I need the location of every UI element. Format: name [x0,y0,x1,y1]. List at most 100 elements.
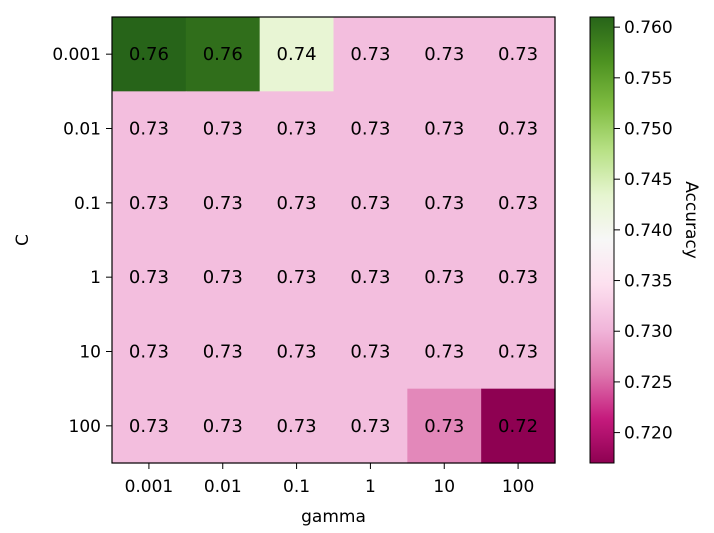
colorbar-title: Accuracy [681,181,701,259]
heatmap-cell [112,240,187,315]
heatmap-cell-label: 0.73 [129,119,169,140]
heatmap-cell-label: 0.73 [350,267,390,288]
colorbar-tick-label: 0.735 [624,272,673,292]
heatmap-cell-label: 0.73 [350,119,390,140]
heatmap-cell-label: 0.73 [203,267,243,288]
heatmap-cell-label: 0.73 [277,342,317,363]
x-tick-label: 0.1 [283,477,310,497]
heatmap-cell-label: 0.73 [129,193,169,214]
heatmap-cell-label: 0.73 [498,267,538,288]
heatmap-cell [481,240,556,315]
heatmap-cell-label: 0.72 [498,416,538,437]
heatmap-cell-label: 0.73 [277,119,317,140]
heatmap-cell-label: 0.73 [203,119,243,140]
heatmap-cell [259,91,335,167]
y-tick-label: 0.001 [52,45,101,65]
heatmap-cell [185,314,261,390]
heatmap-cell [259,388,335,464]
x-axis: 0.001 0.01 0.1 1 10 100 [125,463,534,497]
x-tick-label: 0.01 [204,477,242,497]
heatmap-cell [185,388,261,464]
colorbar-tick-label: 0.720 [624,424,673,444]
y-tick-label: 10 [79,343,101,363]
heatmap-cell [259,314,335,390]
heatmap-cell-label: 0.73 [129,342,169,363]
heatmap-cell [333,240,408,315]
heatmap-cell [481,91,556,167]
heatmap-cell [112,388,187,464]
heatmap-cell-label: 0.73 [129,416,169,437]
heatmap-cell-label: 0.73 [350,342,390,363]
heatmap-cell [481,388,556,464]
x-tick-label: 10 [433,477,455,497]
heatmap-cell-label: 0.73 [498,44,538,65]
heatmap-cell-label: 0.73 [424,267,464,288]
heatmap-cell [333,17,408,92]
heatmap-cell-label: 0.73 [498,342,538,363]
heatmap-cell [333,91,408,167]
y-tick-label: 1 [90,268,101,288]
colorbar-tick-label: 0.730 [624,322,673,342]
heatmap-cell-label: 0.73 [424,342,464,363]
heatmap-cell-label: 0.73 [277,416,317,437]
heatmap-cell [407,314,482,390]
heatmap-cell-label: 0.73 [350,44,390,65]
x-tick-label: 100 [502,477,534,497]
colorbar-tick-label: 0.745 [624,170,673,190]
heatmap-cell-label: 0.73 [424,119,464,140]
colorbar-tick-label: 0.740 [624,221,673,241]
heatmap-cell-label: 0.73 [498,119,538,140]
heatmap-cell-label: 0.73 [129,267,169,288]
heatmap-cell [407,17,482,92]
heatmap-cells [112,17,556,464]
heatmap-cell [407,388,482,464]
heatmap-cell [112,314,187,390]
heatmap-cell [259,165,335,241]
heatmap-cell-label: 0.76 [203,44,243,65]
plot-frame [111,16,556,464]
heatmap-cell-label: 0.73 [203,342,243,363]
heatmap-cell [333,165,408,241]
heatmap-cell [112,17,187,92]
heatmap-cell [185,91,261,167]
heatmap-cell [407,91,482,167]
heatmap-cell-labels: 0.76 0.76 0.74 0.73 0.73 0.73 0.73 0.73 0.73 0.73… [129,44,538,437]
heatmap-cell [407,165,482,241]
heatmap-cell-label: 0.73 [350,416,390,437]
heatmap-cell-label: 0.73 [424,193,464,214]
heatmap-cell-label: 0.73 [350,193,390,214]
x-axis-title: gamma [301,507,366,527]
heatmap-cell [259,240,335,315]
x-tick-label: 0.001 [125,477,174,497]
y-axis-title: C [13,234,33,246]
colorbar-ticks: 0.720 0.725 0.730 0.735 0.740 0.745 0.750 0.755… [614,18,673,444]
y-axis: 0.001 0.01 0.1 1 10 100 [52,45,112,437]
heatmap-cell [481,314,556,390]
colorbar [589,16,615,464]
colorbar-tick-label: 0.755 [624,69,673,89]
heatmap-cell-label: 0.74 [277,44,317,65]
heatmap-cell-label: 0.76 [129,44,169,65]
heatmap-cell [112,165,187,241]
heatmap-cell-label: 0.73 [203,193,243,214]
heatmap-cell [185,17,261,92]
heatmap-cell [112,91,187,167]
heatmap-cell-label: 0.73 [277,267,317,288]
heatmap-cell [185,240,261,315]
heatmap-cell-label: 0.73 [498,193,538,214]
heatmap-cell-label: 0.73 [203,416,243,437]
heatmap-cell [481,17,556,92]
y-tick-label: 0.1 [74,194,101,214]
y-tick-label: 0.01 [63,120,101,140]
heatmap-cell-label: 0.73 [424,416,464,437]
heatmap-cell [333,388,408,464]
heatmap-cell [259,17,335,92]
colorbar-tick-label: 0.760 [624,18,673,38]
heatmap-cell [333,314,408,390]
heatmap-cell-label: 0.73 [277,193,317,214]
y-tick-label: 100 [69,417,101,437]
heatmap-cell [481,165,556,241]
heatmap-cell [185,165,261,241]
colorbar-tick-label: 0.725 [624,373,673,393]
